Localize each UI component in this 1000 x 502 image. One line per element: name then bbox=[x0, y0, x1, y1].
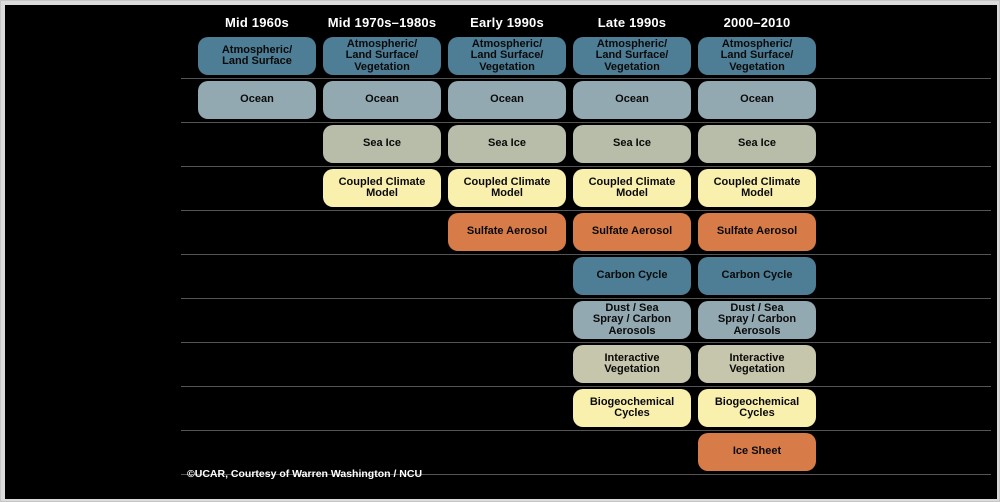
box-label-line: Dust / Sea bbox=[730, 301, 784, 314]
box-label-line: Sulfate Aerosol bbox=[466, 225, 548, 238]
box-label-line: Model bbox=[366, 187, 398, 199]
column-header-2: Early 1990s bbox=[470, 15, 544, 30]
box-coupled-climate-model: Coupled Climate Model bbox=[448, 169, 566, 207]
box-label-line: Atmospheric/ bbox=[721, 37, 793, 50]
box-label-line: Ice Sheet bbox=[732, 445, 782, 458]
box-label-line: Sea Ice bbox=[488, 137, 526, 150]
box-label-line: Carbon Cycle bbox=[721, 269, 793, 282]
box-ocean: Ocean bbox=[448, 81, 566, 119]
box-atmospheric-land-surface: Atmospheric/Land Surface/Vegetation bbox=[323, 37, 441, 75]
box-ice-sheet: Ice Sheet bbox=[698, 433, 816, 471]
box-interactive-vegetation: Interactive Vegetation bbox=[573, 345, 691, 383]
box-label-line: Aerosols bbox=[733, 324, 781, 337]
row-divider-4 bbox=[181, 254, 991, 255]
box-label-line: Interactive bbox=[729, 351, 785, 364]
box-label-line: Vegetation bbox=[479, 60, 535, 73]
box-label-line: Ocean bbox=[740, 93, 774, 106]
row-divider-7 bbox=[181, 386, 991, 387]
box-ocean: Ocean bbox=[698, 81, 816, 119]
box-sea-ice: Sea Ice bbox=[573, 125, 691, 163]
box-carbon-cycle: Carbon Cycle bbox=[698, 257, 816, 295]
box-label-line: Land Surface/ bbox=[345, 49, 419, 62]
box-sea-ice: Sea Ice bbox=[448, 125, 566, 163]
box-label-line: Carbon Cycle bbox=[596, 269, 668, 282]
box-label-line: Vegetation bbox=[729, 363, 785, 375]
box-biogeochemical-cycles: Biogeochemical Cycles bbox=[698, 389, 816, 427]
box-label-line: Sea Ice bbox=[738, 137, 776, 150]
row-divider-2 bbox=[181, 166, 991, 167]
box-label-line: Biogeochemical bbox=[714, 395, 800, 408]
box-label-line: Ocean bbox=[490, 93, 524, 106]
box-label-line: Vegetation bbox=[604, 363, 660, 375]
box-label-line: Interactive bbox=[604, 351, 660, 364]
box-ocean: Ocean bbox=[323, 81, 441, 119]
box-atmospheric-land-surface: Atmospheric/Land Surface/Vegetation bbox=[573, 37, 691, 75]
box-label-line: Spray / Carbon bbox=[592, 313, 672, 326]
box-label-line: Atmospheric/ bbox=[596, 37, 668, 50]
row-divider-0 bbox=[181, 78, 991, 79]
box-label-line: Model bbox=[616, 187, 648, 199]
box-coupled-climate-model: Coupled Climate Model bbox=[323, 169, 441, 207]
box-atmospheric-land-surface: Atmospheric/Land Surface/Vegetation bbox=[698, 37, 816, 75]
box-label-line: Atmospheric/ bbox=[221, 43, 293, 56]
box-label-line: Cycles bbox=[739, 407, 775, 419]
box-label-line: Aerosols bbox=[608, 324, 656, 337]
box-label-line: Land Surface/ bbox=[720, 49, 794, 62]
column-header-1: Mid 1970s–1980s bbox=[327, 15, 437, 30]
box-label-line: Ocean bbox=[240, 93, 274, 106]
box-label-line: Vegetation bbox=[729, 60, 785, 73]
diagram-canvas: ©UCAR, Courtesy of Warren Washington / N… bbox=[5, 5, 997, 499]
box-atmospheric-land-surface: Atmospheric/Land Surface/Vegetation bbox=[448, 37, 566, 75]
box-label-line: Model bbox=[491, 187, 523, 199]
row-divider-8 bbox=[181, 430, 991, 431]
box-sulfate-aerosol: Sulfate Aerosol bbox=[573, 213, 691, 251]
box-label-line: Coupled Climate bbox=[588, 175, 676, 188]
box-coupled-climate-model: Coupled Climate Model bbox=[573, 169, 691, 207]
box-dust-sea-spray-carbon-aerosols: Dust / Sea Spray / Carbon Aerosols bbox=[573, 301, 691, 339]
box-label-line: Atmospheric/ bbox=[471, 37, 543, 50]
box-label-line: Land Surface/ bbox=[595, 49, 669, 62]
box-label-line: Land Surface/ bbox=[470, 49, 544, 62]
copyright-caption: ©UCAR, Courtesy of Warren Washington / N… bbox=[187, 468, 423, 480]
box-interactive-vegetation: Interactive Vegetation bbox=[698, 345, 816, 383]
column-header-4: 2000–2010 bbox=[723, 15, 791, 30]
box-label-line: Vegetation bbox=[354, 60, 410, 73]
box-label-line: Sulfate Aerosol bbox=[591, 225, 673, 238]
box-carbon-cycle: Carbon Cycle bbox=[573, 257, 691, 295]
box-label-line: Dust / Sea bbox=[605, 301, 659, 314]
row-divider-3 bbox=[181, 210, 991, 211]
box-label-line: Coupled Climate bbox=[713, 175, 801, 188]
box-sea-ice: Sea Ice bbox=[698, 125, 816, 163]
box-label-line: Atmospheric/ bbox=[346, 37, 418, 50]
row-divider-5 bbox=[181, 298, 991, 299]
column-header-3: Late 1990s bbox=[597, 15, 667, 30]
box-sulfate-aerosol: Sulfate Aerosol bbox=[448, 213, 566, 251]
box-label-line: Vegetation bbox=[604, 60, 660, 73]
box-label-line: Land Surface bbox=[222, 55, 292, 67]
column-header-0: Mid 1960s bbox=[225, 15, 289, 30]
box-label-line: Model bbox=[741, 187, 773, 199]
box-label-line: Spray / Carbon bbox=[717, 313, 797, 326]
box-label-line: Sulfate Aerosol bbox=[716, 225, 798, 238]
box-label-line: Biogeochemical bbox=[589, 395, 675, 408]
box-label-line: Cycles bbox=[614, 407, 650, 419]
box-label-line: Coupled Climate bbox=[463, 175, 551, 188]
box-sea-ice: Sea Ice bbox=[323, 125, 441, 163]
row-divider-9 bbox=[181, 474, 991, 475]
row-divider-6 bbox=[181, 342, 991, 343]
box-atmospheric-land-surface: Atmospheric/Land Surface bbox=[198, 37, 316, 75]
box-ocean: Ocean bbox=[198, 81, 316, 119]
box-biogeochemical-cycles: Biogeochemical Cycles bbox=[573, 389, 691, 427]
box-dust-sea-spray-carbon-aerosols: Dust / Sea Spray / Carbon Aerosols bbox=[698, 301, 816, 339]
box-ocean: Ocean bbox=[573, 81, 691, 119]
box-label-line: Sea Ice bbox=[363, 137, 401, 150]
box-label-line: Sea Ice bbox=[613, 137, 651, 150]
box-sulfate-aerosol: Sulfate Aerosol bbox=[698, 213, 816, 251]
box-label-line: Ocean bbox=[365, 93, 399, 106]
row-divider-1 bbox=[181, 122, 991, 123]
box-label-line: Coupled Climate bbox=[338, 175, 426, 188]
box-label-line: Ocean bbox=[615, 93, 649, 106]
box-coupled-climate-model: Coupled Climate Model bbox=[698, 169, 816, 207]
